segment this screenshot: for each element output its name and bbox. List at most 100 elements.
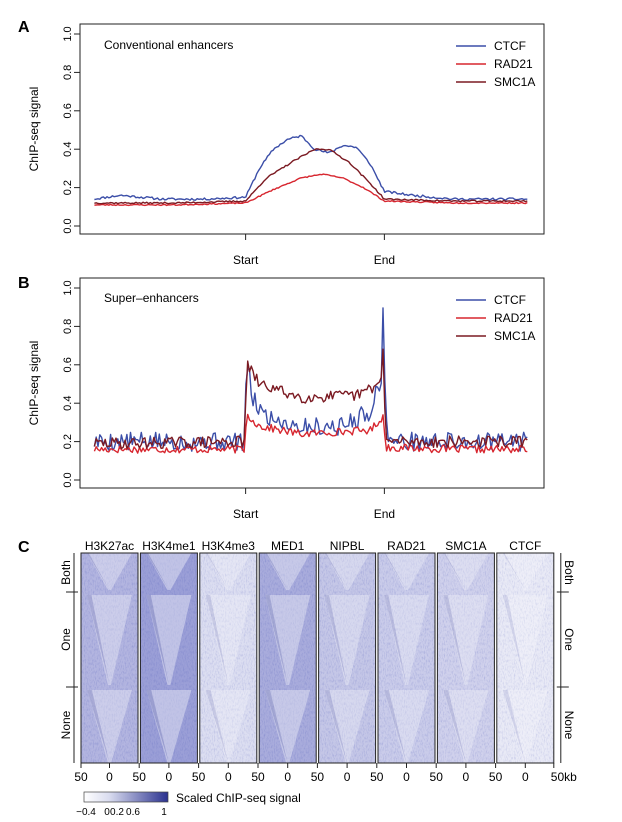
heatmap-edge-signal (146, 595, 169, 685)
x-tick-label: Start (233, 253, 259, 267)
heatmap-smc1a (436, 552, 495, 764)
heatmap-edge-signal (384, 595, 407, 685)
heatmap-rad21 (377, 552, 436, 764)
heatmap-edge-signal (87, 553, 110, 590)
y-tick-label: 0.2 (62, 434, 74, 449)
heatmap-column-label: SMC1A (445, 539, 486, 553)
heatmap-flank-gap (502, 595, 548, 685)
heatmap-flank-gap (265, 595, 311, 685)
heatmap-texture (140, 553, 198, 763)
colorbar-ticks: −0.4 0 0.2 0.6 1 (76, 807, 167, 818)
heatmap-edge-signal (265, 690, 288, 763)
colorbar-tick-label: −0.4 (76, 807, 96, 818)
legend-a: CTCF RAD21 SMC1A (456, 39, 535, 89)
legend-label: SMC1A (494, 75, 535, 89)
heatmap-edge-signal (324, 690, 348, 763)
heatmap-texture (199, 553, 257, 763)
legend-b: CTCF RAD21 SMC1A (456, 293, 535, 343)
plot-frame-b (79, 277, 545, 489)
heatmap-edge-signal (205, 595, 229, 685)
heatmap-flank-gap (205, 595, 251, 685)
heatmap-column-label: RAD21 (387, 539, 426, 553)
colorbar-tick-label: 0.2 (110, 807, 124, 818)
heatmap-flank-gap (502, 553, 548, 590)
x-axis-b: Start End (233, 488, 395, 521)
heatmap-flank-gap (146, 553, 192, 590)
heatmap-edge-signal (502, 595, 526, 685)
y-tick-label: 1.0 (62, 280, 74, 295)
colorbar-tick-label: 1 (161, 807, 167, 818)
heatmap-texture (437, 553, 495, 763)
heatmap-x-tick-label: 50 (430, 770, 444, 784)
heatmap-edge-signal (384, 690, 407, 763)
panel-b: B Super–enhancers ChIP-seq signal 0.0 0.2… (18, 275, 545, 521)
heatmap-edge-signal (443, 553, 466, 590)
heatmap-x-tick-label: 0 (344, 770, 351, 784)
lines-b (93, 307, 528, 454)
heatmap-h3k27ac (80, 552, 139, 764)
heatmap-edge-signal (324, 553, 348, 590)
series-line-smc1a (94, 148, 528, 205)
heatmap-x-tick-label: 0 (225, 770, 232, 784)
heatmap-ctcf (496, 552, 555, 764)
panel-a: A Conventional enhancers ChIP-seq signal… (18, 19, 545, 267)
panel-label-a: A (18, 19, 30, 36)
heatmap-edge-signal (205, 690, 229, 763)
heatmap-x-tick-label: 50 (74, 770, 88, 784)
heatmap-flank-gap (87, 690, 132, 763)
series-line-rad21 (93, 413, 528, 454)
legend-label: SMC1A (494, 329, 535, 343)
panel-label-c: C (18, 539, 30, 556)
row-group-label-right: Both (562, 560, 576, 585)
y-tick-label: 0.0 (62, 472, 74, 487)
heatmap-x-tick-label: 0 (284, 770, 291, 784)
row-group-label-left: One (59, 628, 73, 651)
heatmap-edge-signal (205, 553, 229, 590)
heatmap-x-tick-label: 50 (251, 770, 265, 784)
heatmap-texture (378, 553, 435, 763)
y-axis-b: 0.0 0.2 0.4 0.6 0.8 1.0 (62, 280, 81, 488)
y-tick-label: 0.4 (62, 142, 74, 157)
colorbar-tick-label: 0 (104, 807, 110, 818)
heatmap-edge-signal (87, 690, 110, 763)
heatmap-edge-signal (324, 595, 348, 685)
heatmap-edge-signal (146, 553, 169, 590)
series-line-rad21 (94, 173, 528, 207)
x-tick-label: End (374, 507, 395, 521)
heatmap-x-tick-label: 50kb (551, 770, 577, 784)
heatmap-flank-gap (384, 595, 429, 685)
legend-label: RAD21 (494, 311, 533, 325)
heatmap-column-label: H3K4me3 (202, 539, 256, 553)
legend-label: RAD21 (494, 57, 533, 71)
colorbar: Scaled ChIP-seq signal −0.4 0 0.2 0.6 1 (76, 791, 301, 818)
heatmap-edge-signal (265, 553, 288, 590)
colorbar-label: Scaled ChIP-seq signal (176, 791, 301, 805)
x-tick-label: Start (233, 507, 259, 521)
heatmap-x-tick-label: 0 (463, 770, 470, 784)
heatmap-h3k4me3 (199, 552, 258, 764)
heatmap-x-axis: 50 0 50 0 50 0 50 0 50 0 50 0 50 0 50 0 50kb (74, 763, 577, 784)
panel-b-title: Super–enhancers (104, 291, 199, 305)
panel-a-title: Conventional enhancers (104, 38, 233, 52)
x-axis-a: Start End (233, 234, 395, 267)
heatmap-texture (318, 553, 376, 763)
heatmap-x-tick-label: 0 (106, 770, 113, 784)
row-group-label-right: None (562, 711, 576, 740)
y-axis-label-a: ChIP-seq signal (27, 87, 41, 172)
series-line-ctcf (94, 134, 528, 201)
heatmap-x-tick-label: 50 (489, 770, 503, 784)
y-tick-label: 0.0 (62, 218, 74, 233)
y-axis-label-b: ChIP-seq signal (27, 341, 41, 426)
heatmap-h3k4me1 (139, 552, 198, 764)
heatmap-x-tick-label: 50 (370, 770, 384, 784)
heatmap-flank-gap (265, 553, 311, 590)
x-tick-label: End (374, 253, 395, 267)
y-tick-label: 0.6 (62, 357, 74, 372)
heatmap-flank-gap (146, 690, 192, 763)
heatmap-column-label: H3K27ac (85, 539, 134, 553)
heatmap-texture (81, 553, 138, 763)
heatmap-column-label: MED1 (271, 539, 305, 553)
heatmap-flank-gap (324, 690, 370, 763)
row-group-labels: Both Both One One None None (59, 553, 576, 763)
y-tick-label: 0.8 (62, 65, 74, 80)
